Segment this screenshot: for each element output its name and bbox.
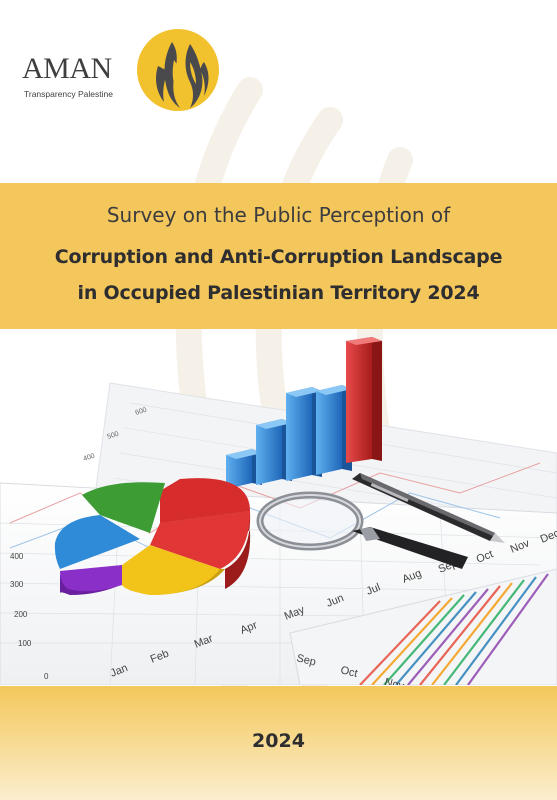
year-banner: 2024 — [0, 686, 557, 800]
title-banner: Survey on the Public Perception of Corru… — [0, 183, 557, 329]
y-tick-label: 400 — [10, 552, 24, 561]
y-tick-label: 300 — [10, 580, 24, 589]
y-tick-label: 100 — [18, 639, 32, 648]
back-tick-label: 600 — [134, 407, 147, 417]
title-line-2: Corruption and Anti-Corruption Landscape — [54, 246, 503, 268]
title-line-1: Survey on the Public Perception of — [106, 203, 451, 227]
chart-illustration: 600 500 400 400 300 200 100 0 Jan Feb Ma… — [0, 337, 557, 685]
pie-chart — [54, 478, 251, 595]
lower-month-label: Nov — [383, 676, 405, 685]
flame-emblem-icon — [137, 29, 219, 111]
y-tick-label: 0 — [44, 672, 49, 681]
month-label: Oct — [475, 548, 495, 566]
y-tick-label: 200 — [14, 610, 28, 619]
aman-logo: AMAN Transparency Palestine — [22, 26, 222, 121]
magnifying-glass-icon — [256, 491, 468, 569]
bar-5 — [346, 337, 382, 463]
lower-month-label: Sep — [295, 652, 317, 668]
lower-month-label: Oct — [339, 664, 359, 680]
logo-name: AMAN — [22, 52, 112, 85]
bar-group — [226, 337, 382, 489]
publication-year: 2024 — [252, 730, 305, 752]
month-label: Jul — [365, 581, 383, 597]
pen — [352, 473, 505, 543]
title-line-3: in Occupied Palestinian Territory 2024 — [77, 282, 480, 304]
back-tick-label: 500 — [106, 431, 119, 441]
logo-tagline: Transparency Palestine — [24, 89, 113, 99]
month-label: Dec — [539, 527, 557, 546]
back-tick-label: 400 — [82, 453, 95, 463]
